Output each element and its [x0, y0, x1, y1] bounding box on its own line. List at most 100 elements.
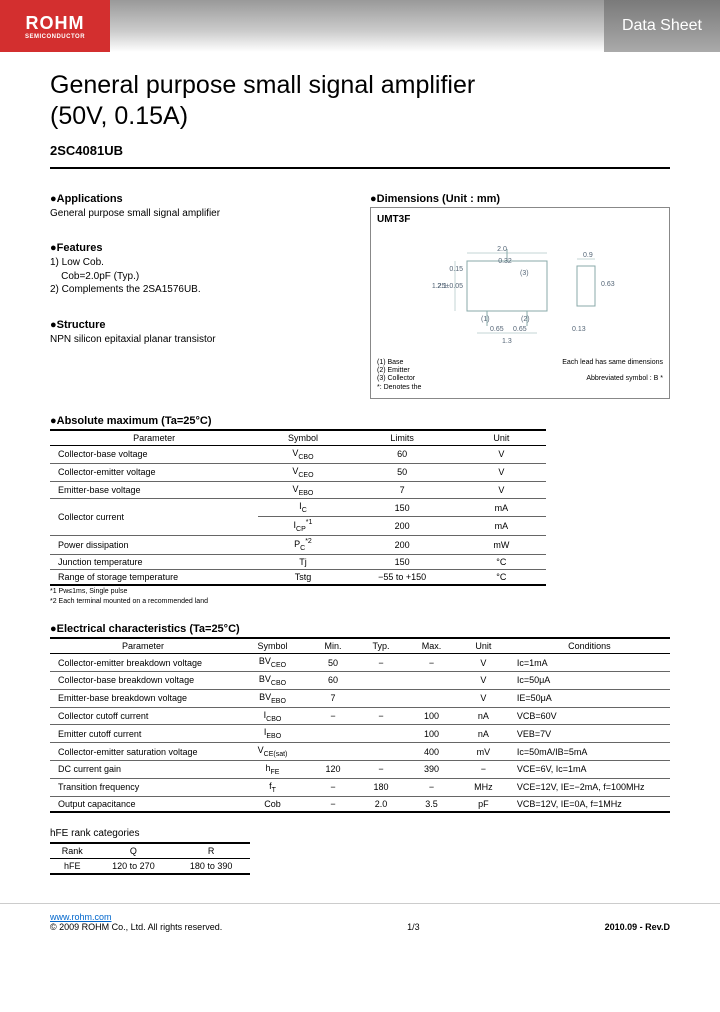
table-row: Collector cutoff currentICBO−−100nAVCB=6… [50, 707, 670, 725]
cell-symbol: Cob [236, 796, 309, 812]
cell-typ [357, 743, 405, 761]
dimension-notes: (1) Base (2) Emitter (3) Collector *: De… [377, 359, 663, 393]
svg-text:0.9: 0.9 [583, 252, 593, 259]
table-header-row: Parameter Symbol Min. Typ. Max. Unit Con… [50, 638, 670, 654]
cell-limits: 200 [348, 536, 457, 555]
cell-symbol: hFE [236, 761, 309, 779]
cell-symbol: fT [236, 778, 309, 796]
cell-max: 100 [405, 707, 458, 725]
svg-text:0.65: 0.65 [490, 326, 504, 333]
col-q: Q [95, 843, 173, 859]
cell-param: Emitter cutoff current [50, 725, 236, 743]
dimensions-box: UMT3F [370, 207, 670, 400]
svg-text:(3): (3) [520, 270, 529, 277]
cell-conditions: VCB=12V, IE=0A, f=1MHz [509, 796, 670, 812]
cell-symbol: VCBO [258, 446, 347, 464]
col-limits: Limits [348, 430, 457, 446]
cell-limits: 150 [348, 554, 457, 569]
cell-unit: mW [457, 536, 546, 555]
cell-param: Collector-emitter saturation voltage [50, 743, 236, 761]
cell-unit: mA [457, 499, 546, 517]
svg-text:(2): (2) [521, 316, 530, 323]
cell-symbol: Tstg [258, 569, 347, 585]
left-column: ●Applications General purpose small sign… [50, 183, 350, 400]
cell-symbol: BVCEO [236, 654, 309, 672]
logo-text: ROHM [26, 13, 85, 34]
cell-unit: nA [458, 725, 509, 743]
cell-param: Power dissipation [50, 536, 258, 555]
cell-param: Collector-emitter breakdown voltage [50, 654, 236, 672]
cell-symbol: IEBO [236, 725, 309, 743]
cell-symbol: ICP*1 [258, 517, 347, 536]
table-row: Collector-emitter breakdown voltageBVCEO… [50, 654, 670, 672]
cell-conditions: IE=50μA [509, 689, 670, 707]
structure-head: ●Structure [50, 319, 350, 331]
footer-url[interactable]: www.rohm.com [50, 912, 112, 922]
cell-min: − [309, 796, 357, 812]
title-line1: General purpose small signal amplifier [50, 70, 670, 101]
note-each-lead: Each lead has same dimensions [562, 359, 663, 367]
title-rule [50, 167, 670, 169]
cell-param: Emitter-base voltage [50, 481, 258, 499]
cell-param: Emitter-base breakdown voltage [50, 689, 236, 707]
cell-limits: 7 [348, 481, 457, 499]
rank-table: Rank Q R hFE 120 to 270 180 to 390 [50, 842, 250, 875]
logo-subtext: SEMICONDUCTOR [25, 34, 85, 40]
cell-param: Transition frequency [50, 778, 236, 796]
cell-min [309, 725, 357, 743]
cell-symbol: VCE(sat) [236, 743, 309, 761]
cell-limits: 200 [348, 517, 457, 536]
right-column: ●Dimensions (Unit : mm) UMT3F [370, 183, 670, 400]
cell-min: − [309, 778, 357, 796]
col-param: Parameter [50, 430, 258, 446]
note-emitter: (2) Emitter [377, 367, 421, 375]
cell-typ: − [357, 707, 405, 725]
svg-text:2.0: 2.0 [497, 246, 507, 253]
absmax-foot1: *1 Pw≤1ms, Single pulse [50, 588, 670, 596]
footer-page: 1/3 [407, 922, 420, 932]
cell-unit: V [457, 446, 546, 464]
cell-min [309, 743, 357, 761]
svg-text:1.3: 1.3 [502, 338, 512, 345]
cell-min: 60 [309, 672, 357, 690]
table-row: Collector-emitter saturation voltageVCE(… [50, 743, 670, 761]
col-max: Max. [405, 638, 458, 654]
page-header: ROHM SEMICONDUCTOR Data Sheet [0, 0, 720, 52]
feature-1: 1) Low Cob. [50, 256, 350, 270]
col-unit: Unit [458, 638, 509, 654]
svg-text:0.15: 0.15 [449, 266, 463, 273]
table-row: Collector-base voltageVCBO60V [50, 446, 546, 464]
absmax-table: Parameter Symbol Limits Unit Collector-b… [50, 429, 546, 586]
cell-min: 7 [309, 689, 357, 707]
cell-param: Junction temperature [50, 554, 258, 569]
cell-conditions: Ic=1mA [509, 654, 670, 672]
cell-unit: V [458, 672, 509, 690]
footer-copyright: © 2009 ROHM Co., Ltd. All rights reserve… [50, 922, 222, 932]
upper-columns: ●Applications General purpose small sign… [50, 183, 670, 400]
applications-body: General purpose small signal amplifier [50, 207, 350, 221]
cell-param: DC current gain [50, 761, 236, 779]
table-row: Collector currentIC150mA [50, 499, 546, 517]
rank-label: hFE [50, 859, 95, 875]
table-row: Collector-emitter voltageVCEO50V [50, 463, 546, 481]
part-number: 2SC4081UB [50, 143, 670, 163]
package-drawing: 2.0 0.32 0.9 0.63 2.1 1.25±0.05 0.15 (3)… [377, 231, 647, 351]
cell-unit: V [457, 481, 546, 499]
col-cond: Conditions [509, 638, 670, 654]
table-row: Emitter-base voltageVEBO7V [50, 481, 546, 499]
cell-conditions: VCB=60V [509, 707, 670, 725]
note-base: (1) Base [377, 359, 421, 367]
table-row: hFE 120 to 270 180 to 390 [50, 859, 250, 875]
applications-head: ●Applications [50, 193, 350, 205]
table-header-row: Rank Q R [50, 843, 250, 859]
cell-symbol: VEBO [258, 481, 347, 499]
svg-text:(1): (1) [481, 316, 490, 323]
page-footer: www.rohm.com © 2009 ROHM Co., Ltd. All r… [0, 903, 720, 946]
cell-unit: °C [457, 569, 546, 585]
cell-typ [357, 672, 405, 690]
table-row: Emitter cutoff currentIEBO100nAVEB=7V [50, 725, 670, 743]
cell-conditions: VCE=12V, IE=−2mA, f=100MHz [509, 778, 670, 796]
table-row: Transition frequencyfT−180−MHzVCE=12V, I… [50, 778, 670, 796]
cell-conditions: VEB=7V [509, 725, 670, 743]
svg-text:0.65: 0.65 [513, 326, 527, 333]
